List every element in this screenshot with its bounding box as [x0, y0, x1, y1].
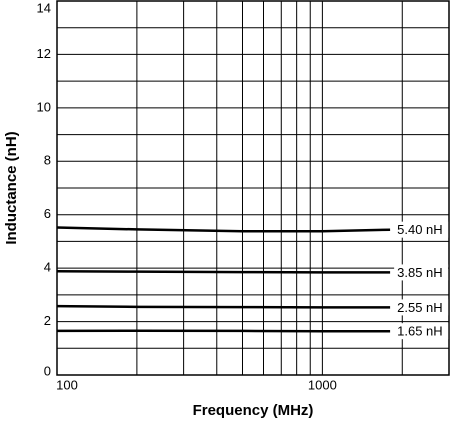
y-tick-label: 14	[37, 0, 51, 15]
y-tick-label: 10	[37, 99, 51, 114]
y-tick-label: 6	[44, 206, 51, 221]
x-tick-label: 1000	[308, 377, 337, 392]
series-line	[56, 226, 391, 233]
y-tick-label: 0	[44, 363, 51, 378]
x-axis-title: Frequency (MHz)	[193, 402, 314, 419]
series-label: 1.65 nH	[397, 324, 443, 339]
series-label: 3.85 nH	[397, 265, 443, 280]
series-label: 2.55 nH	[397, 300, 443, 315]
plot-frame	[56, 0, 450, 376]
series-line	[56, 329, 391, 333]
label-background	[394, 323, 449, 340]
y-axis-title: Inductance (nH)	[3, 131, 20, 244]
y-tick-label: 8	[44, 153, 51, 168]
series-line	[56, 270, 391, 274]
label-background	[394, 221, 449, 238]
label-background	[394, 299, 449, 316]
y-tick-label: 12	[37, 46, 51, 61]
label-background	[394, 264, 449, 281]
y-tick-label: 2	[44, 313, 51, 328]
series-line	[56, 304, 391, 309]
y-tick-label: 4	[44, 260, 51, 275]
x-tick-label: 100	[56, 377, 78, 392]
series-label: 5.40 nH	[397, 222, 443, 237]
